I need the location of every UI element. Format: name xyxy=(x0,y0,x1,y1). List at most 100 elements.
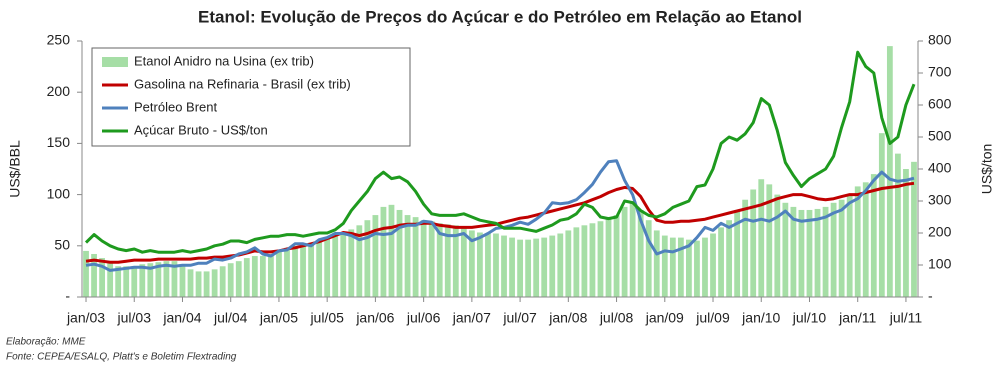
legend-label: Petróleo Brent xyxy=(134,99,217,114)
bar xyxy=(525,239,532,297)
x-tick-label: jul/04 xyxy=(213,310,248,326)
bar xyxy=(477,232,483,297)
bar xyxy=(557,233,564,297)
bar xyxy=(131,266,138,297)
bar xyxy=(846,194,853,297)
bar xyxy=(613,215,620,297)
bar xyxy=(509,237,515,297)
bar xyxy=(388,204,395,297)
bar xyxy=(661,235,668,297)
bar xyxy=(444,224,451,297)
bar xyxy=(493,233,499,297)
y-tick-label: - xyxy=(65,288,70,304)
x-tick-label: jul/03 xyxy=(117,310,152,326)
bar xyxy=(211,269,218,297)
bar xyxy=(621,206,628,297)
y-tick-label: 50 xyxy=(54,237,70,253)
y2-tick-label: 200 xyxy=(928,224,952,240)
bar xyxy=(854,186,861,297)
x-tick-label: jul/11 xyxy=(889,310,923,326)
bar xyxy=(766,184,773,297)
y2-axis-title: US$/ton xyxy=(979,144,995,195)
bar xyxy=(243,258,250,297)
bar xyxy=(380,206,387,297)
bar xyxy=(404,215,411,297)
bar xyxy=(798,209,805,297)
bar xyxy=(694,240,700,297)
bar xyxy=(259,256,266,297)
y2-tick-label: 500 xyxy=(928,128,952,144)
bar xyxy=(308,242,314,297)
bar xyxy=(420,220,427,297)
y2-tick-label: 600 xyxy=(928,96,952,112)
bar xyxy=(300,243,306,297)
bar xyxy=(460,227,467,297)
bar xyxy=(573,227,580,297)
bar xyxy=(268,253,274,297)
bar xyxy=(155,262,162,297)
x-tick-label: jul/06 xyxy=(406,310,441,326)
y-tick-label: 100 xyxy=(47,185,71,201)
bar xyxy=(830,202,837,297)
y-tick-label: 200 xyxy=(47,83,71,99)
bar xyxy=(316,240,323,297)
footnote: Fonte: CEPEA/ESALQ, Platt's e Boletim Fl… xyxy=(6,352,237,363)
x-tick-label: jan/09 xyxy=(645,310,684,326)
bar xyxy=(227,263,234,297)
legend-label: Etanol Anidro na Usina (ex trib) xyxy=(134,53,314,68)
x-tick-label: jul/08 xyxy=(599,310,634,326)
y-tick-label: 250 xyxy=(47,32,71,48)
x-tick-label: jan/07 xyxy=(452,310,491,326)
legend-swatch xyxy=(102,57,128,67)
x-tick-label: jul/07 xyxy=(502,310,537,326)
x-tick-label: jul/09 xyxy=(695,310,730,326)
bar xyxy=(742,199,749,297)
bar xyxy=(517,239,523,297)
bar xyxy=(348,229,355,297)
bar xyxy=(862,182,869,297)
bar xyxy=(822,206,829,297)
bar xyxy=(734,209,741,297)
x-tick-label: jan/05 xyxy=(259,310,298,326)
bar xyxy=(782,202,789,297)
x-tick-label: jan/11 xyxy=(838,310,876,326)
bar xyxy=(340,233,347,297)
bar xyxy=(686,239,692,297)
bar xyxy=(581,225,588,297)
bar xyxy=(195,271,202,297)
x-tick-label: jan/06 xyxy=(355,310,394,326)
bar xyxy=(814,208,821,297)
bar xyxy=(284,247,290,297)
bar xyxy=(468,230,475,297)
bar xyxy=(219,266,226,297)
bar xyxy=(436,223,443,297)
y2-tick-label: 300 xyxy=(928,192,952,208)
plot-area xyxy=(83,46,917,298)
bar xyxy=(115,266,122,297)
bar xyxy=(372,215,379,297)
bar xyxy=(235,261,242,297)
bar xyxy=(91,253,97,297)
x-tick-label: jul/10 xyxy=(792,310,827,326)
bar xyxy=(147,263,154,297)
bar xyxy=(412,217,419,297)
chart-title: Etanol: Evolução de Preços do Açúcar e d… xyxy=(198,7,802,26)
bar xyxy=(276,250,282,297)
bar xyxy=(758,179,765,297)
bar xyxy=(187,269,194,297)
y-axis-title: US$/BBL xyxy=(7,140,23,198)
bar xyxy=(396,209,403,297)
bar xyxy=(179,266,186,297)
bar xyxy=(428,221,435,297)
legend-label: Açúcar Bruto - US$/ton xyxy=(134,122,268,137)
bar xyxy=(750,189,757,297)
bar xyxy=(726,220,732,297)
bar xyxy=(99,258,105,297)
bar xyxy=(541,237,548,297)
bar xyxy=(589,223,596,297)
bar xyxy=(903,169,909,297)
bar xyxy=(452,225,459,297)
bar xyxy=(911,161,917,297)
y2-tick-label: 400 xyxy=(928,160,952,176)
